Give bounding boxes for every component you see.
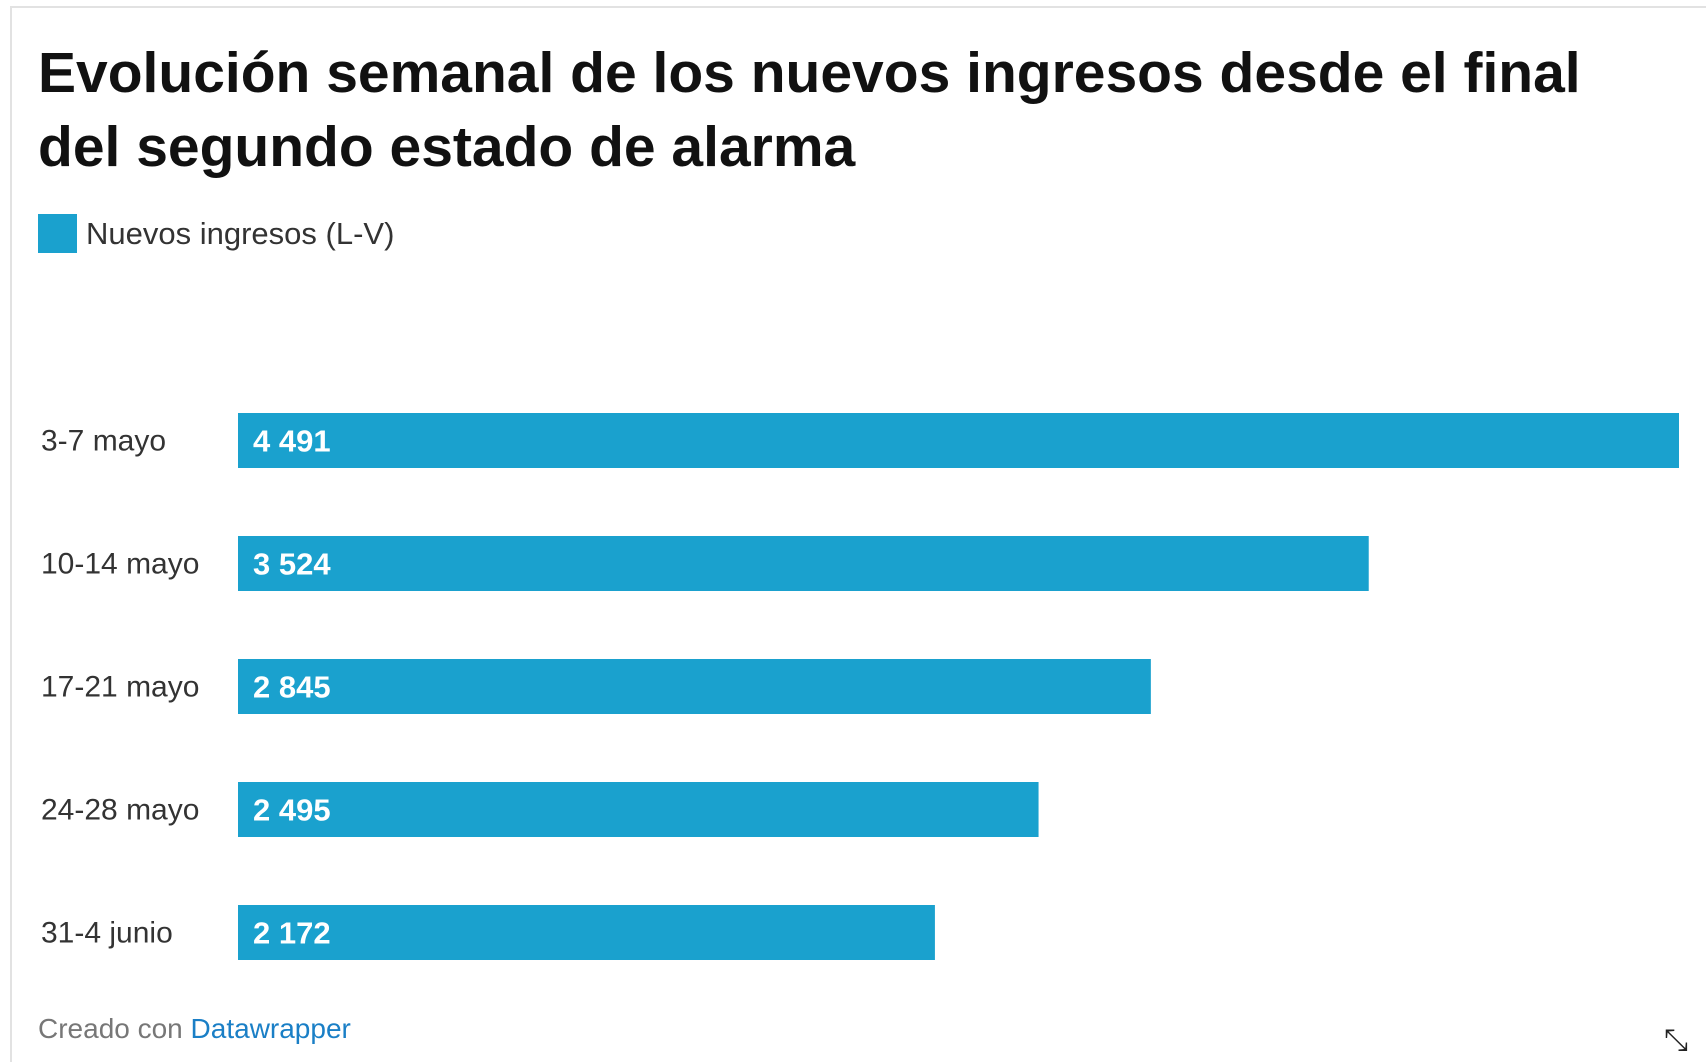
resize-arrow-icon[interactable]: ⤡: [1664, 1024, 1688, 1057]
bar: [238, 413, 1679, 468]
legend: Nuevos ingresos (L-V): [38, 214, 394, 253]
bar: [238, 536, 1369, 591]
bar: [238, 782, 1039, 837]
footer: Creado con Datawrapper: [38, 1013, 351, 1045]
chart-title: Evolución semanal de los nuevos ingresos…: [38, 41, 1581, 179]
category-label: 31-4 junio: [41, 917, 173, 950]
category-label: 3-7 mayo: [41, 425, 166, 458]
legend-swatch: [38, 214, 77, 253]
data-label: 2 495: [253, 793, 331, 828]
data-label: 3 524: [253, 547, 331, 582]
data-label: 2 172: [253, 916, 331, 951]
bar: [238, 905, 935, 960]
chart-frame: [10, 6, 1706, 1062]
category-label: 17-21 mayo: [41, 671, 199, 704]
datawrapper-link[interactable]: Datawrapper: [190, 1013, 351, 1044]
legend-label: Nuevos ingresos (L-V): [86, 215, 395, 251]
bar: [238, 659, 1151, 714]
category-label: 24-28 mayo: [41, 794, 199, 827]
data-label: 4 491: [253, 424, 331, 459]
footer-prefix: Creado con: [38, 1013, 191, 1044]
category-label: 10-14 mayo: [41, 548, 199, 581]
data-label: 2 845: [253, 670, 331, 705]
